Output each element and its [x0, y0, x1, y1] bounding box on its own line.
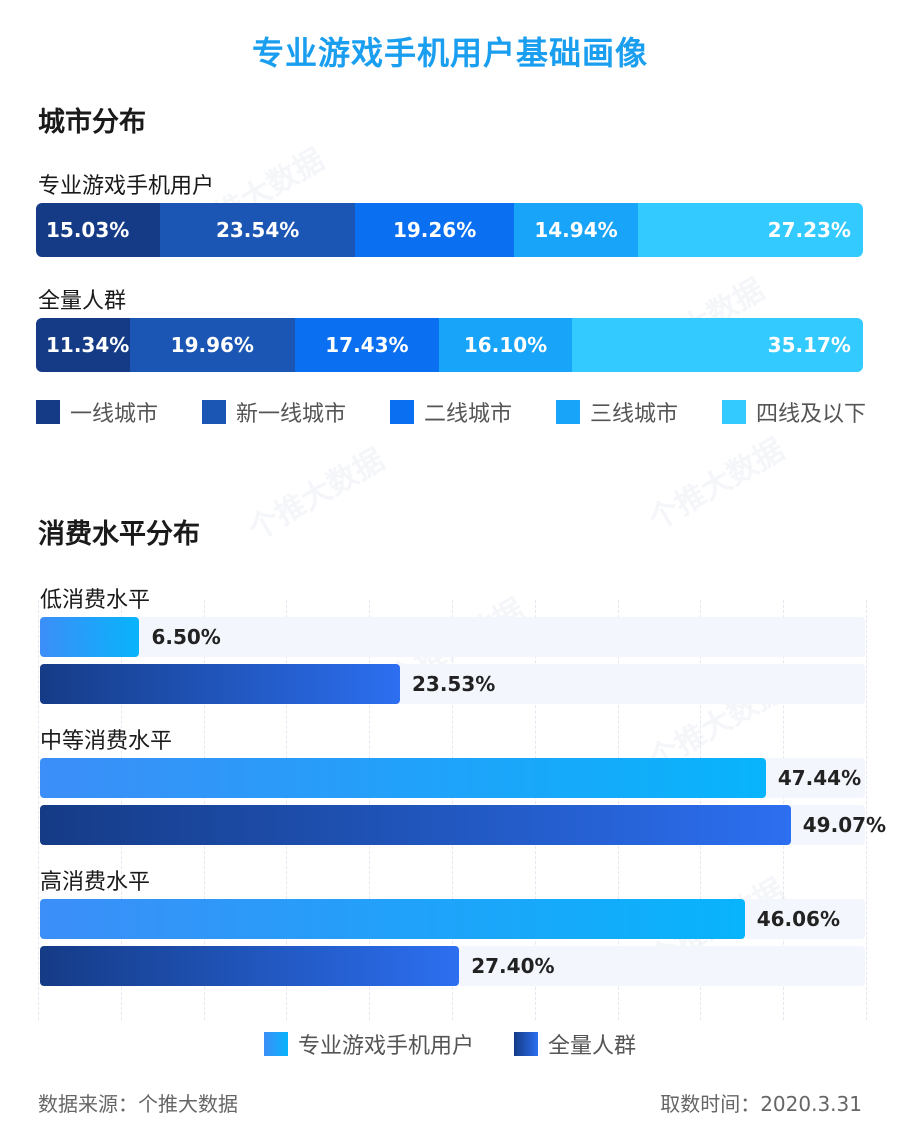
- bar-value-label: 46.06%: [756, 907, 841, 931]
- legend-item-all: 全量人群: [514, 1028, 636, 1060]
- city-segment-game-0: 15.03%: [36, 203, 161, 257]
- city-section-title: 城市分布: [38, 107, 146, 138]
- bar-all: [40, 946, 460, 986]
- city-legend-label-0: 一线城市: [70, 402, 159, 427]
- city-group-label-all: 全量人群: [38, 289, 127, 314]
- city-legend: 一线城市 新一线城市 二线城市 三线城市 四线及以下: [36, 396, 866, 428]
- bar-value-label: 49.07%: [802, 813, 887, 837]
- bar-value-label: 23.53%: [412, 672, 496, 696]
- bar-all: [40, 805, 791, 845]
- city-legend-label-3: 三线城市: [589, 402, 678, 427]
- watermark: 个推大数据: [243, 442, 391, 548]
- consumption-legend: 专业游戏手机用户 全量人群: [0, 1028, 900, 1060]
- data-date: 取数时间：2020.3.31: [660, 1092, 862, 1116]
- city-legend-label-1: 新一线城市: [235, 402, 346, 427]
- gridline: [866, 600, 867, 1020]
- city-segment-game-1: 23.54%: [160, 203, 355, 257]
- bar-track: [40, 617, 865, 657]
- city-segment-all-0: 11.34%: [36, 318, 130, 372]
- city-legend-item-4: 四线及以下: [721, 396, 866, 428]
- legend-label-all: 全量人群: [548, 1034, 637, 1059]
- city-legend-item-2: 二线城市: [389, 396, 512, 428]
- city-group-label-game: 专业游戏手机用户: [38, 174, 215, 199]
- city-legend-item-0: 一线城市: [36, 396, 158, 428]
- gridline: [38, 600, 39, 1020]
- category-label: 高消费水平: [40, 870, 151, 895]
- data-source: 数据来源：个推大数据: [38, 1092, 238, 1116]
- bar-value-label: 47.44%: [777, 766, 862, 790]
- city-legend-swatch-1: [201, 400, 226, 424]
- city-legend-label-2: 二线城市: [423, 402, 512, 427]
- watermark: 个推大数据: [643, 432, 791, 538]
- city-legend-label-4: 四线及以下: [755, 402, 866, 427]
- city-legend-swatch-0: [36, 400, 60, 424]
- city-legend-item-1: 新一线城市: [201, 396, 346, 428]
- city-segment-all-3: 16.10%: [438, 318, 573, 372]
- city-segment-all-4: 35.17%: [572, 318, 863, 372]
- consumption-section-title: 消费水平分布: [38, 519, 200, 550]
- legend-item-game: 专业游戏手机用户: [263, 1028, 474, 1060]
- city-legend-swatch-2: [389, 400, 414, 424]
- bar-game: [40, 617, 140, 657]
- city-stack-bar-all: 11.34% 19.96% 17.43% 16.10% 35.17%: [36, 318, 863, 372]
- city-segment-game-3: 14.94%: [514, 203, 638, 257]
- city-stack-bar-game: 15.03% 23.54% 19.26% 14.94% 27.23%: [36, 203, 863, 257]
- city-segment-game-4: 27.23%: [637, 203, 863, 257]
- city-segment-all-1: 19.96%: [129, 318, 295, 372]
- legend-swatch-game: [263, 1032, 288, 1056]
- bar-all: [40, 664, 400, 704]
- city-legend-swatch-4: [721, 400, 746, 424]
- bar-value-label: 27.40%: [471, 954, 555, 978]
- bar-value-label: 6.50%: [151, 625, 221, 649]
- city-legend-item-3: 三线城市: [555, 396, 678, 428]
- city-segment-game-2: 19.26%: [354, 203, 515, 257]
- bar-game: [40, 758, 766, 798]
- city-legend-swatch-3: [555, 400, 580, 424]
- category-label: 低消费水平: [40, 588, 151, 613]
- legend-label-game: 专业游戏手机用户: [297, 1034, 474, 1059]
- city-segment-all-2: 17.43%: [294, 318, 439, 372]
- page-title: 专业游戏手机用户基础画像: [251, 34, 648, 72]
- category-label: 中等消费水平: [40, 729, 173, 754]
- legend-swatch-all: [514, 1032, 538, 1056]
- bar-game: [40, 899, 745, 939]
